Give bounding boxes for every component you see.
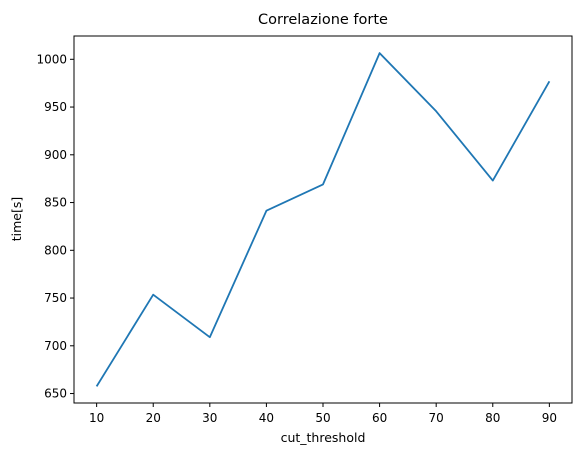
- y-tick-label: 750: [44, 291, 67, 305]
- x-tick-label: 60: [372, 411, 387, 425]
- x-tick-label: 20: [146, 411, 161, 425]
- y-axis-label: time[s]: [9, 197, 24, 242]
- y-tick-label: 650: [44, 387, 67, 401]
- series-line: [95, 52, 551, 387]
- x-tick-label: 70: [429, 411, 444, 425]
- y-tick-label: 1000: [36, 52, 67, 66]
- y-tick-label: 900: [44, 148, 67, 162]
- x-tick-label: 50: [315, 411, 330, 425]
- y-tick-label: 700: [44, 339, 67, 353]
- x-tick-label: 90: [542, 411, 557, 425]
- plot-frame: [73, 35, 573, 404]
- y-ticks: 650 700 750 800 850 900 950 1000: [36, 52, 74, 401]
- x-ticks: 10 20 30 40 50 60 70 80 90: [89, 403, 557, 425]
- y-tick-label: 800: [44, 243, 67, 257]
- y-tick-label: 850: [44, 196, 67, 210]
- x-tick-label: 30: [202, 411, 217, 425]
- chart-title: Correlazione forte: [258, 12, 388, 28]
- x-tick-label: 10: [89, 411, 104, 425]
- x-tick-label: 80: [485, 411, 500, 425]
- x-tick-label: 40: [259, 411, 274, 425]
- x-axis-label: cut_threshold: [281, 430, 366, 445]
- y-tick-label: 950: [44, 100, 67, 114]
